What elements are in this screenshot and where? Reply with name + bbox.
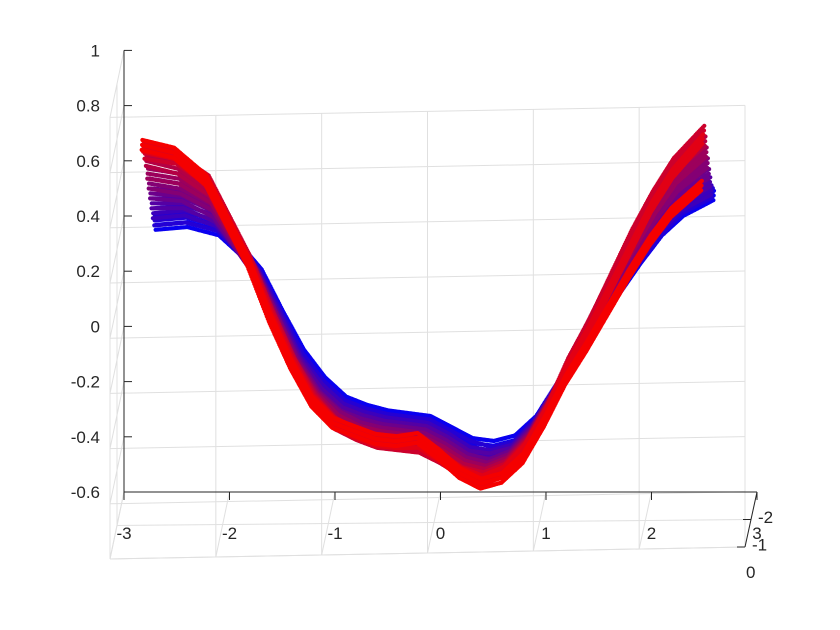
left-wall-gridline [109, 381, 125, 449]
grid [109, 50, 758, 560]
left-wall-gridline [109, 271, 125, 339]
floor-gridline [116, 519, 752, 526]
axes [123, 49, 758, 548]
left-wall-gridline [109, 105, 125, 173]
left-wall-gridline [109, 215, 125, 284]
back-wall-gridline [109, 491, 746, 505]
data-points [139, 123, 717, 491]
back-wall-gridline [109, 270, 746, 284]
back-wall-gridline [109, 160, 746, 174]
back-wall-gridline [109, 325, 746, 339]
back-wall-gridline [109, 104, 746, 118]
back-wall-gridline [109, 380, 746, 394]
left-wall-gridline [109, 160, 125, 228]
left-wall-gridline [109, 326, 125, 394]
left-wall-gridline [109, 50, 125, 118]
floor-gridline [109, 546, 746, 560]
left-wall-gridline [109, 436, 125, 504]
